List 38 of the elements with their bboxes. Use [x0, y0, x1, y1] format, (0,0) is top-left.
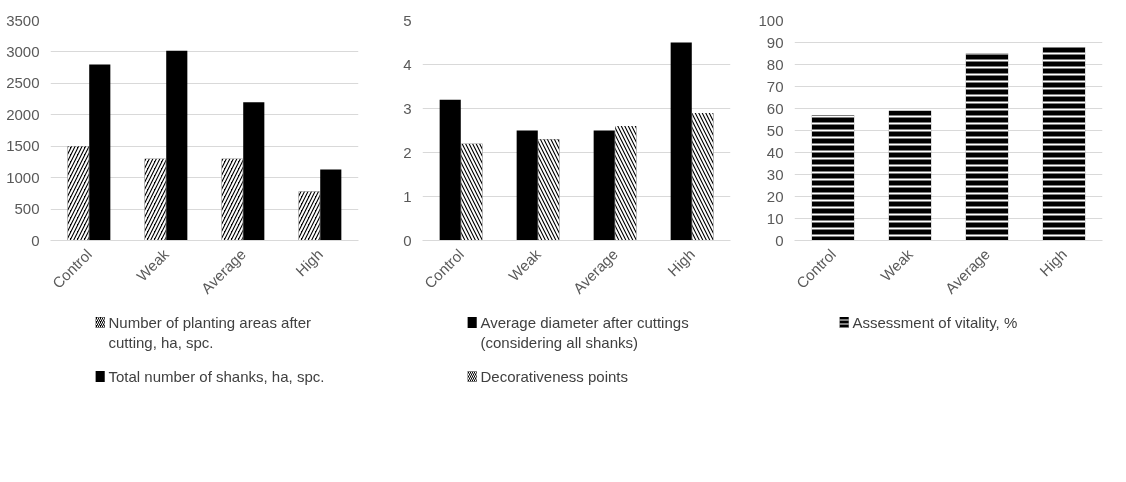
y-tick-label: 30 [766, 165, 784, 183]
y-tick-label: 0 [403, 231, 412, 249]
y-tick-label: 3000 [6, 42, 40, 60]
legend-label: Number of planting areas after cutting, ha, spc. [108, 313, 312, 351]
y-tick-label: 1000 [6, 168, 40, 186]
y-tick-label: 40 [766, 143, 784, 161]
legend-label: Average diameter after cuttings (considering all shanks) [480, 313, 689, 351]
bar [166, 50, 188, 241]
y-tick-label: 80 [766, 55, 784, 73]
bar [670, 42, 692, 241]
bar [243, 102, 265, 241]
y-tick-label: 60 [766, 99, 784, 117]
y-tick-label: 90 [766, 33, 784, 51]
y-tick-label: 100 [758, 11, 784, 29]
y-tick-label: 3 [403, 99, 412, 117]
y-tick-label: 1500 [6, 137, 40, 155]
y-tick-label: 5 [403, 11, 412, 29]
y-tick-label: 20 [766, 187, 784, 205]
y-tick-label: 0 [775, 231, 784, 249]
y-tick-label: 3500 [6, 11, 40, 29]
y-tick-label: 4 [403, 55, 412, 73]
legend-label: Decorativeness points [480, 367, 629, 385]
y-tick-label: 500 [14, 200, 40, 218]
y-tick-label: 50 [766, 121, 784, 139]
y-tick-label: 0 [31, 231, 40, 249]
y-tick-label: 1 [403, 187, 412, 205]
bar [593, 130, 615, 241]
y-tick-label: 2500 [6, 74, 40, 92]
bar [516, 130, 538, 241]
legend-label: Total number of shanks, ha, spc. [108, 367, 325, 385]
bar [89, 64, 111, 241]
legend-label: Assessment of vitality, % [852, 313, 1018, 331]
y-tick-label: 2000 [6, 105, 40, 123]
y-tick-label: 2 [403, 143, 412, 161]
y-tick-label: 10 [766, 209, 784, 227]
bar [320, 169, 342, 241]
bar [439, 99, 461, 241]
y-tick-label: 70 [766, 77, 784, 95]
